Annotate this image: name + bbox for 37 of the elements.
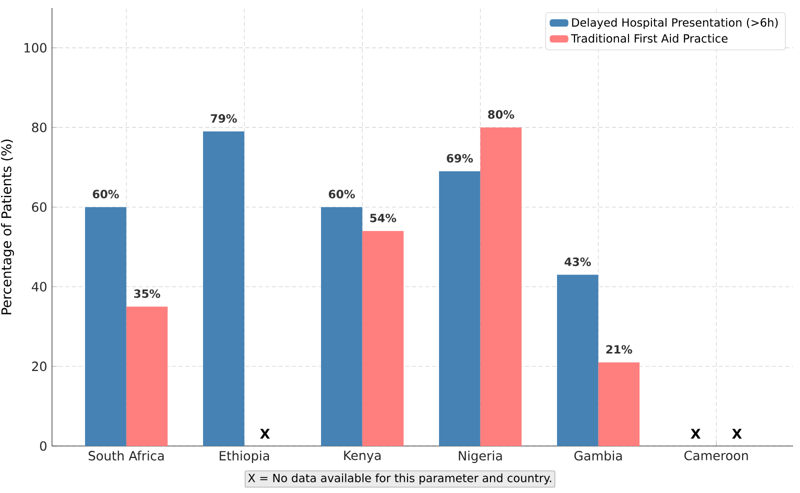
x-tick-label: Gambia [574, 450, 622, 461]
bar [439, 171, 480, 446]
data-label: 43% [564, 258, 591, 266]
legend-label: Traditional First Aid Practice [570, 34, 728, 43]
data-label: 79% [210, 114, 237, 123]
bar [598, 362, 640, 446]
legend-label: Delayed Hospital Presentation (>6h) [572, 18, 778, 29]
y-tick-label: 80 [32, 122, 46, 132]
x-tick-label: Kenya [344, 450, 381, 463]
y-tick-label: 40 [32, 282, 46, 292]
bar [362, 230, 404, 446]
y-tick-label: 20 [32, 362, 46, 372]
x-tick-label: South Africa [88, 450, 164, 461]
data-label: 35% [134, 289, 160, 298]
data-label: 60% [92, 190, 119, 198]
data-label: 21% [606, 345, 632, 354]
bar [85, 207, 126, 446]
annotation: X [260, 428, 270, 439]
bar [203, 131, 244, 446]
y-tick-label: 100 [24, 43, 46, 53]
bar [480, 127, 522, 446]
data-label: 54% [370, 214, 396, 222]
text: X = No data available for this parameter and country. [248, 474, 552, 484]
annotation: X [690, 428, 701, 439]
data-label: 69% [446, 154, 473, 163]
y-tick-label: 0 [40, 441, 46, 451]
data-label: 60% [328, 190, 355, 198]
y-axis-title: Percentage of Patients (%) [1, 140, 14, 314]
bar [321, 207, 362, 446]
y-tick-label: 60 [32, 202, 46, 212]
bar [126, 306, 168, 446]
annotation: X [732, 428, 742, 439]
bar [557, 274, 598, 446]
x-tick-label: Nigeria [458, 450, 502, 463]
x-tick-label: Ethiopia [220, 450, 269, 463]
data-label: 80% [488, 110, 514, 119]
x-tick-label: Cameroon [684, 450, 748, 460]
